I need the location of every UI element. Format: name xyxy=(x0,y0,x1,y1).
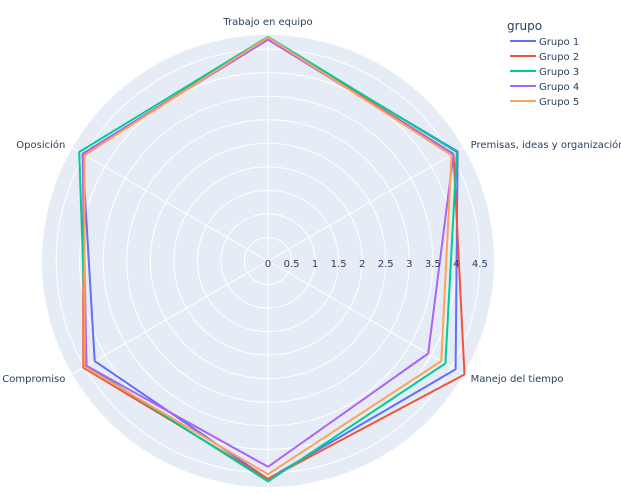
legend: grupo Grupo 1 Grupo 2 Grupo 3 Grupo 4 Grupo … xyxy=(507,19,579,108)
radar-series xyxy=(78,35,466,483)
radial-tick-labels: 0 0.5 1 1.5 2 2.5 3 3.5 4 4.5 xyxy=(265,259,488,270)
legend-title: grupo xyxy=(507,19,542,33)
axis-label-1: Trabajo en equipo xyxy=(222,17,312,28)
radial-tick-label: 0 xyxy=(265,259,271,270)
angular-axis-labels: Trabajo en equipo Premisas, ideas y organ… xyxy=(2,17,621,385)
series-line-3 xyxy=(78,35,458,483)
axis-label-5: Compromiso xyxy=(2,374,65,385)
radial-tick-label: 4.5 xyxy=(472,259,488,270)
radial-tick-label: 0.5 xyxy=(284,259,300,270)
radial-tick-label: 3 xyxy=(406,259,412,270)
axis-label-2: Premisas, ideas y organización xyxy=(471,139,621,151)
angular-gridline xyxy=(72,260,269,375)
series-line-5 xyxy=(83,36,453,476)
legend-label-1[interactable]: Grupo 1 xyxy=(539,37,579,48)
legend-label-2[interactable]: Grupo 2 xyxy=(539,52,579,63)
radial-tick-label: 2 xyxy=(359,259,365,270)
legend-label-5[interactable]: Grupo 5 xyxy=(539,97,579,108)
angular-gridline xyxy=(72,147,269,262)
radial-tick-label: 1.5 xyxy=(331,259,347,270)
radar-grid xyxy=(42,35,494,487)
radial-tick-label: 3.5 xyxy=(425,259,441,270)
legend-label-4[interactable]: Grupo 4 xyxy=(539,82,579,93)
angular-gridline xyxy=(267,260,464,375)
axis-label-6: Oposición xyxy=(16,139,65,151)
radial-tick-label: 1 xyxy=(312,259,318,270)
axis-label-3: Manejo del tiempo xyxy=(471,374,564,385)
radial-tick-label: 2.5 xyxy=(378,259,394,270)
angular-gridline xyxy=(267,147,464,262)
radial-tick-label: 4 xyxy=(453,259,459,270)
legend-label-3[interactable]: Grupo 3 xyxy=(539,67,579,78)
series-line-4 xyxy=(81,38,455,468)
